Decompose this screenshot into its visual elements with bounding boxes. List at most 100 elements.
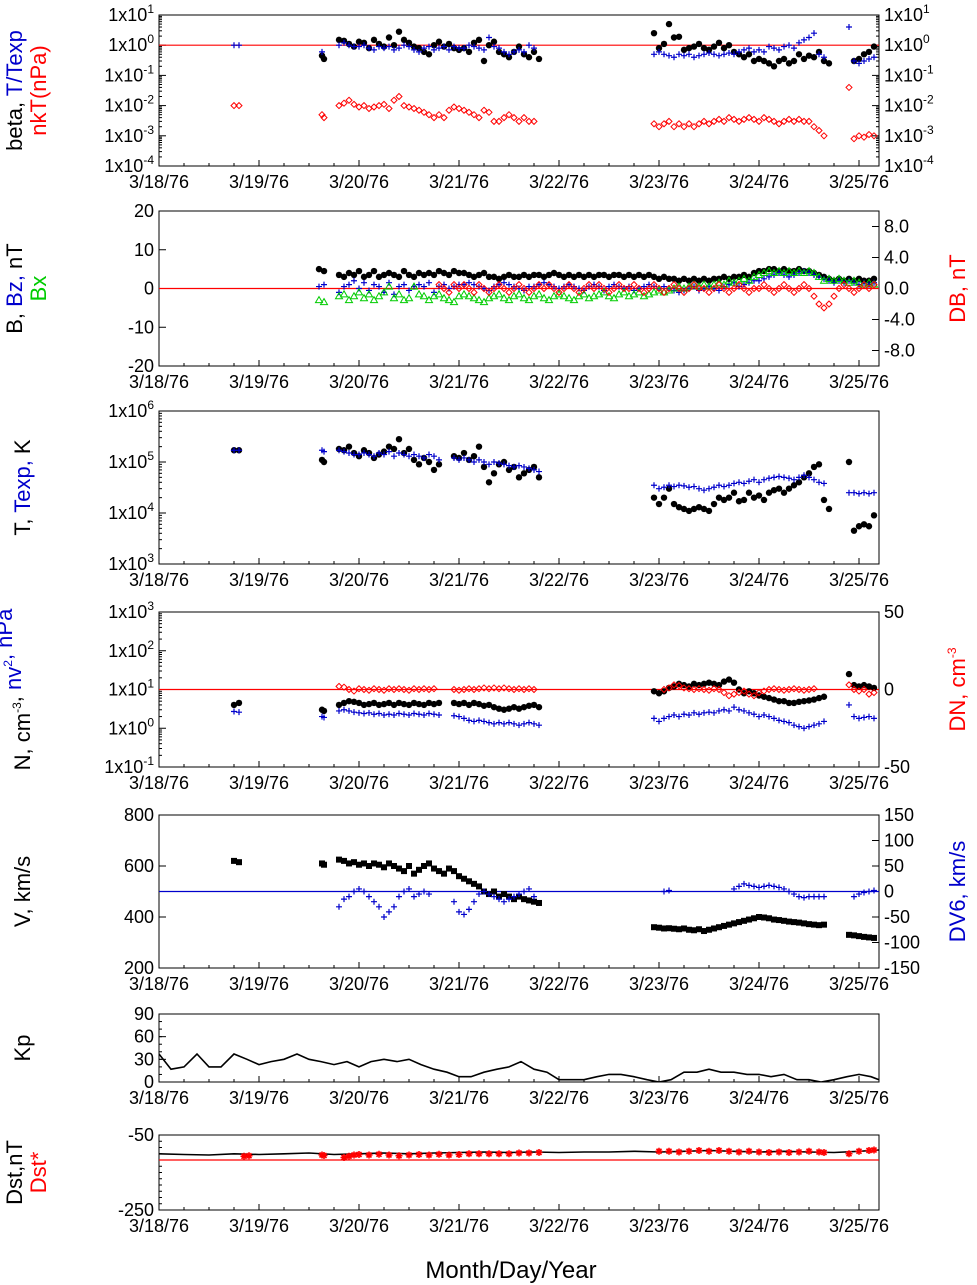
data-point bbox=[661, 51, 667, 58]
data-point bbox=[410, 685, 418, 693]
y-tick-label: 1x103 bbox=[108, 551, 154, 574]
data-point bbox=[731, 704, 737, 711]
data-point bbox=[785, 699, 793, 707]
data-point bbox=[495, 1150, 503, 1158]
data-point bbox=[400, 700, 408, 708]
x-tick-label: 3/25/76 bbox=[829, 974, 889, 994]
data-point bbox=[731, 51, 737, 58]
data-point bbox=[415, 106, 423, 114]
x-tick-label: 3/19/76 bbox=[229, 974, 289, 994]
data-point bbox=[785, 284, 793, 293]
data-point bbox=[720, 284, 728, 293]
data-point bbox=[231, 857, 237, 864]
y-right-axis-title: DB, nT bbox=[945, 254, 970, 322]
data-point bbox=[385, 104, 393, 113]
data-point bbox=[425, 458, 433, 466]
data-point bbox=[400, 267, 408, 275]
data-point bbox=[696, 485, 702, 492]
x-tick-label: 3/21/76 bbox=[429, 372, 489, 392]
data-point bbox=[364, 289, 374, 298]
data-point bbox=[231, 708, 237, 715]
data-point bbox=[506, 896, 512, 903]
data-point bbox=[846, 24, 852, 31]
data-point bbox=[465, 271, 473, 279]
data-point bbox=[545, 271, 553, 279]
data-point bbox=[335, 682, 343, 691]
panel-kp: 3/18/76 3/19/76 3/20/76 3/21/76 3/22/76 3/23/… bbox=[10, 1004, 889, 1108]
x-tick-label: 3/23/76 bbox=[629, 172, 689, 192]
data-point bbox=[640, 273, 648, 281]
data-point bbox=[861, 489, 867, 496]
data-point bbox=[491, 459, 497, 465]
data-point bbox=[745, 489, 753, 496]
data-point bbox=[675, 680, 683, 688]
data-point bbox=[506, 281, 512, 288]
data-point bbox=[435, 38, 443, 45]
data-point bbox=[451, 454, 457, 461]
data-point bbox=[421, 711, 427, 718]
data-point bbox=[546, 281, 552, 288]
data-point bbox=[810, 123, 818, 131]
data-point bbox=[641, 283, 647, 290]
data-point bbox=[411, 710, 417, 717]
x-tick-label: 3/22/76 bbox=[529, 1216, 589, 1236]
data-point bbox=[371, 711, 377, 718]
y-right-tick-label: 1x10-4 bbox=[884, 153, 934, 176]
data-point bbox=[340, 1154, 348, 1161]
data-point bbox=[525, 273, 533, 281]
data-point bbox=[585, 280, 593, 289]
data-point bbox=[431, 46, 437, 53]
data-point bbox=[609, 293, 619, 302]
data-point bbox=[750, 494, 758, 501]
data-point bbox=[795, 115, 803, 124]
data-point bbox=[806, 34, 812, 41]
data-point bbox=[521, 48, 527, 55]
data-point bbox=[550, 284, 558, 293]
data-point bbox=[656, 48, 662, 55]
data-point bbox=[505, 110, 513, 119]
data-point bbox=[775, 485, 783, 492]
data-point bbox=[785, 1149, 793, 1156]
data-point bbox=[501, 461, 507, 468]
data-point bbox=[475, 443, 483, 450]
data-point bbox=[416, 48, 422, 55]
data-point bbox=[339, 289, 349, 298]
data-point bbox=[615, 280, 623, 289]
data-point bbox=[475, 280, 483, 289]
data-point bbox=[395, 28, 403, 35]
data-point bbox=[841, 279, 847, 286]
data-point bbox=[400, 36, 408, 44]
data-point bbox=[346, 281, 352, 288]
data-point bbox=[599, 287, 609, 296]
data-point bbox=[821, 893, 827, 900]
data-point bbox=[746, 478, 752, 485]
data-point bbox=[321, 281, 327, 288]
data-point bbox=[720, 688, 728, 697]
data-point bbox=[496, 45, 502, 52]
data-point bbox=[536, 468, 542, 475]
data-point bbox=[730, 273, 738, 281]
data-point bbox=[736, 883, 742, 890]
data-point bbox=[776, 473, 782, 480]
data-point bbox=[356, 451, 362, 458]
data-point bbox=[715, 685, 723, 694]
x-tick-label: 3/19/76 bbox=[229, 570, 289, 590]
y-tick-label: -10 bbox=[128, 317, 154, 337]
data-point bbox=[519, 293, 529, 302]
data-point bbox=[470, 288, 478, 297]
data-point bbox=[845, 1150, 853, 1158]
data-point bbox=[786, 475, 792, 482]
data-point bbox=[801, 472, 807, 479]
data-point bbox=[365, 700, 373, 708]
data-point bbox=[786, 42, 792, 49]
data-point bbox=[701, 51, 707, 58]
y-tick-label: 1x10-3 bbox=[104, 123, 154, 146]
data-point bbox=[761, 476, 767, 483]
data-point bbox=[820, 693, 828, 700]
data-point bbox=[479, 297, 489, 306]
data-point bbox=[421, 45, 427, 52]
data-point bbox=[750, 57, 758, 65]
data-point bbox=[766, 475, 772, 482]
data-point bbox=[796, 893, 802, 900]
data-point bbox=[390, 445, 398, 453]
